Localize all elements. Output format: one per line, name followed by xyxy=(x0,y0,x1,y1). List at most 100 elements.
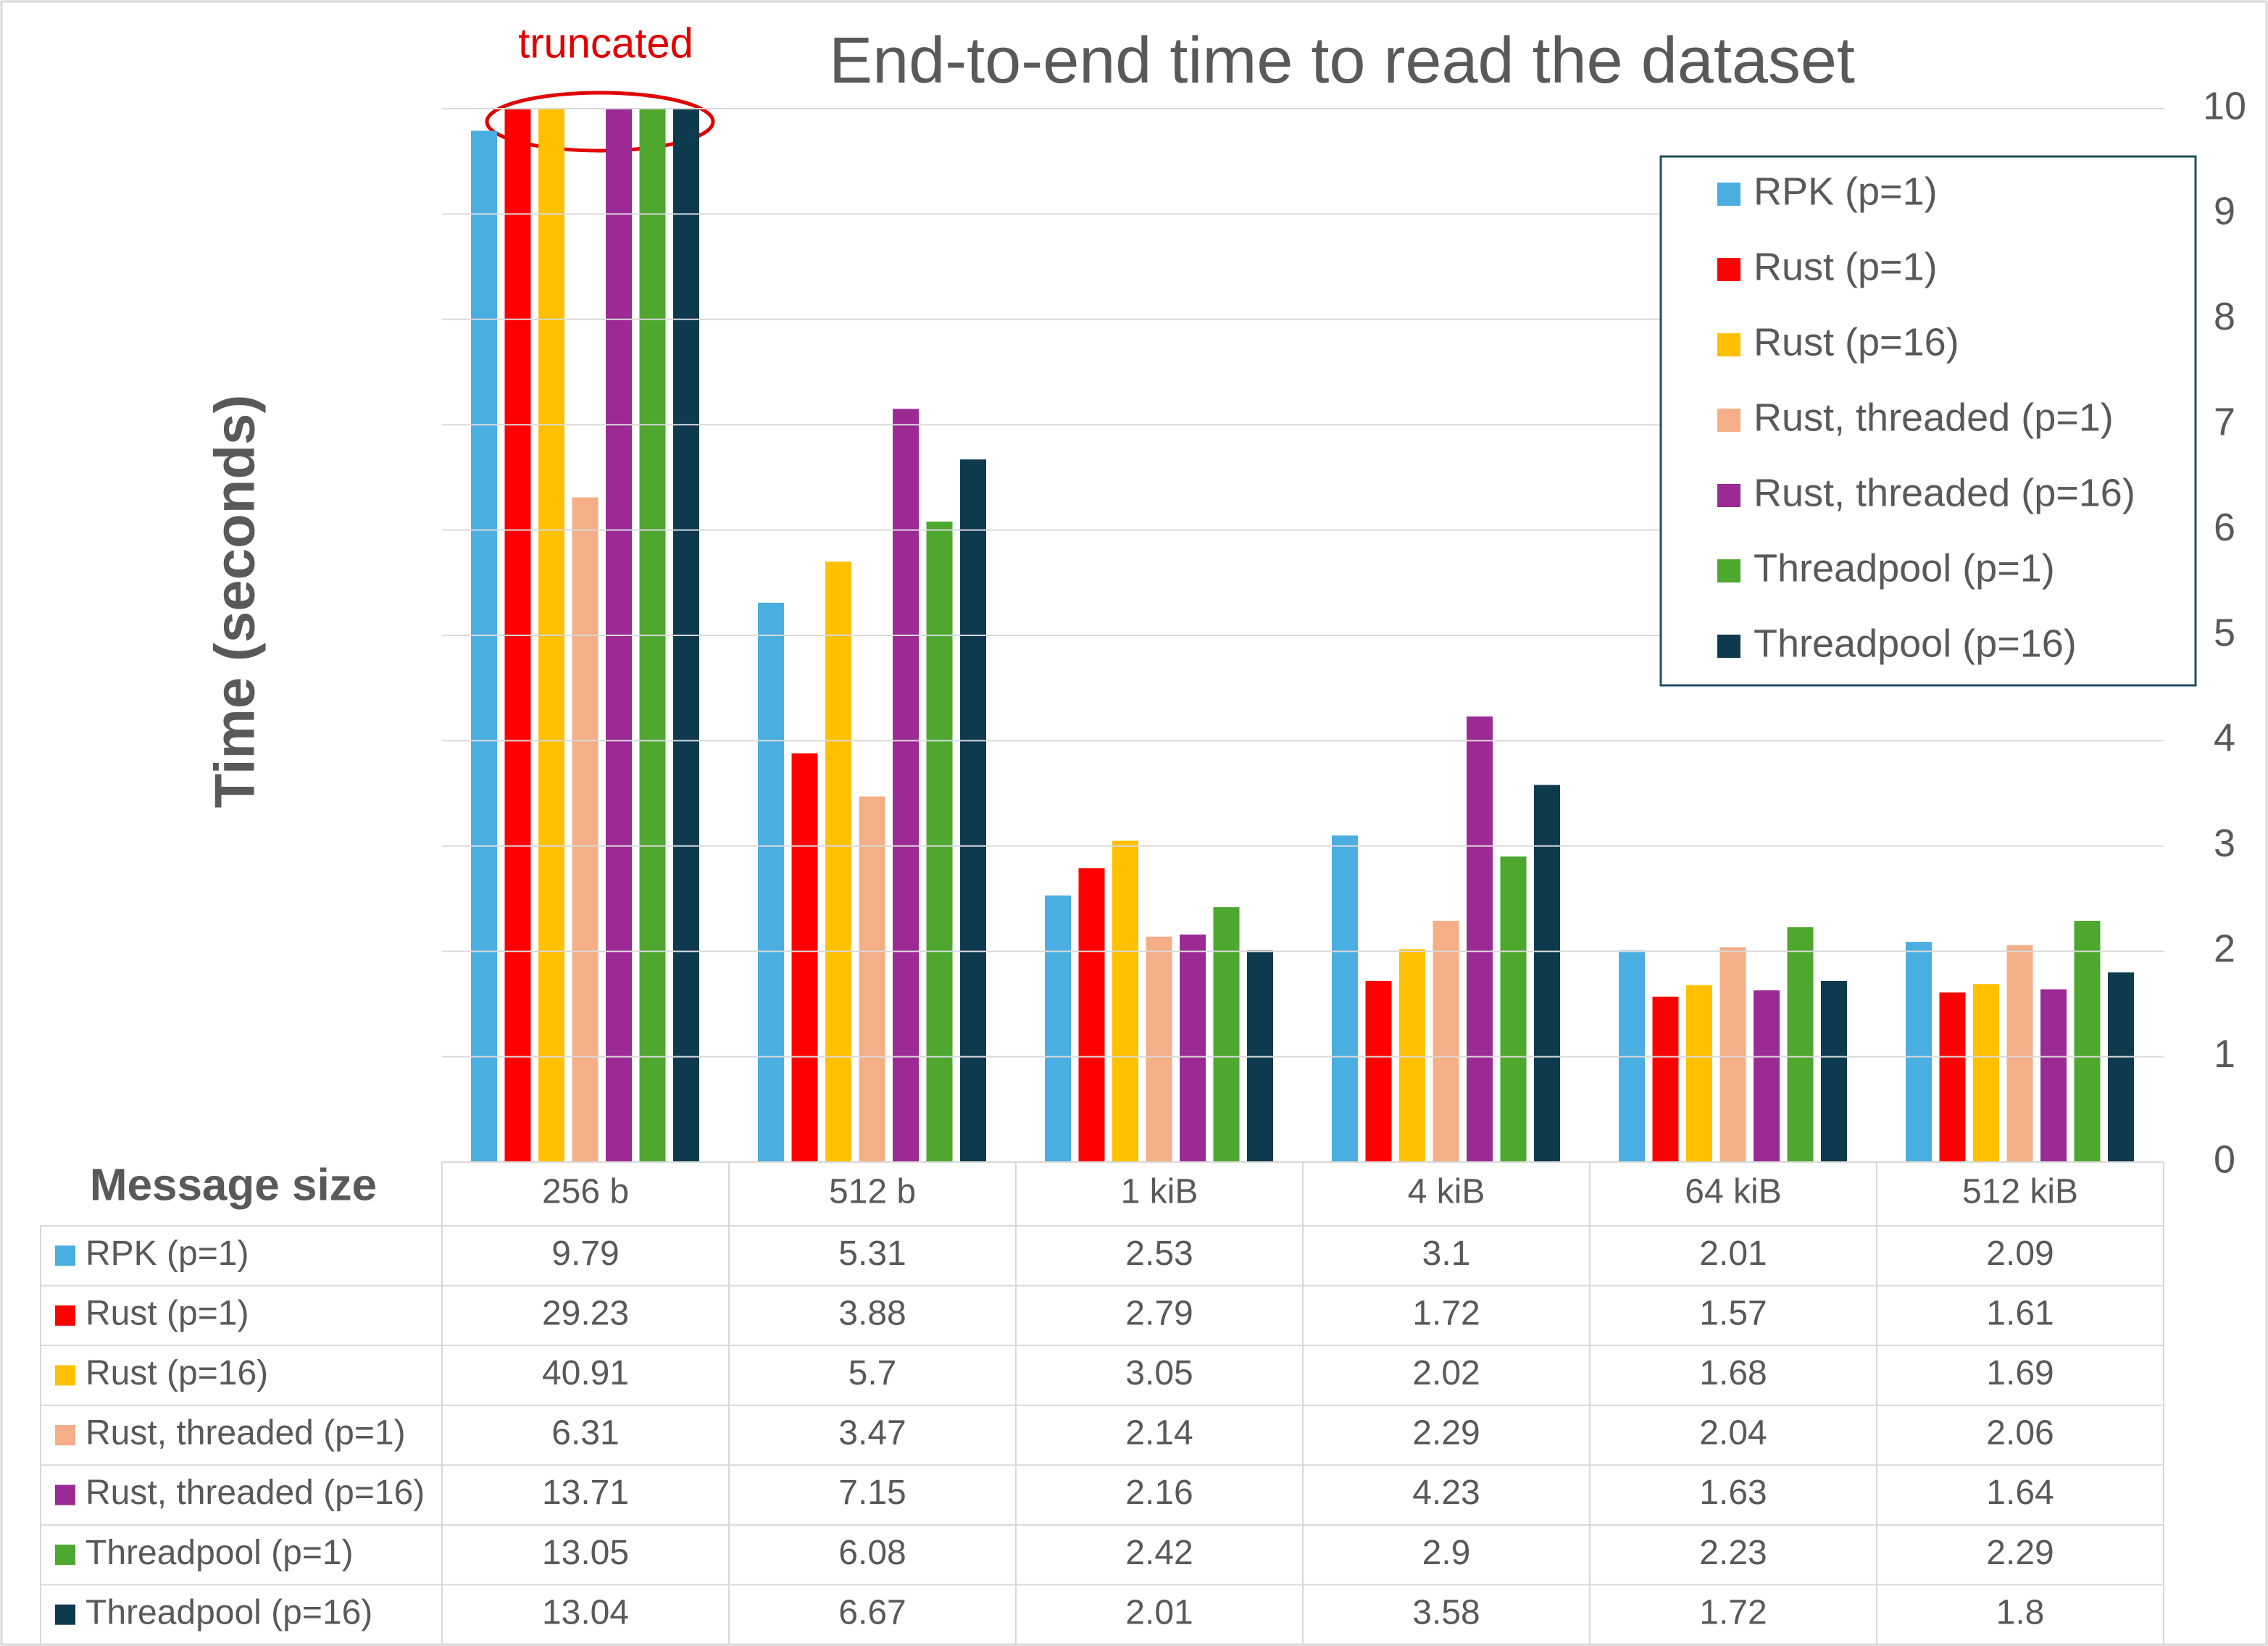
y-tick-label: 0 xyxy=(2214,1137,2235,1181)
table-cell: 1.63 xyxy=(1699,1474,1767,1512)
table-cell: 6.67 xyxy=(838,1593,906,1632)
bar xyxy=(758,602,784,1162)
table-row-label: Threadpool (p=1) xyxy=(86,1534,354,1572)
table-cell: 1.68 xyxy=(1699,1354,1767,1392)
bar xyxy=(606,109,632,1162)
table-cell: 3.05 xyxy=(1125,1354,1193,1392)
table-swatch xyxy=(55,1604,75,1625)
bar xyxy=(538,109,564,1162)
x-tick-label: 512 b xyxy=(829,1173,916,1211)
chart-title: End-to-end time to read the dataset xyxy=(829,25,1855,97)
bar xyxy=(1500,856,1527,1162)
table-swatch xyxy=(55,1365,75,1386)
table-row-label: Rust, threaded (p=1) xyxy=(86,1414,406,1453)
bar xyxy=(1787,927,1814,1162)
legend-box xyxy=(1659,155,2197,687)
x-tick-label: 4 kiB xyxy=(1408,1173,1485,1211)
legend-swatch xyxy=(1717,409,1740,432)
bar xyxy=(504,109,531,1162)
table-cell: 3.1 xyxy=(1422,1234,1471,1273)
bar xyxy=(1399,949,1425,1162)
bar xyxy=(825,561,851,1162)
x-tick-label: 256 b xyxy=(542,1173,629,1211)
table-row-label: Rust (p=1) xyxy=(86,1295,249,1333)
legend-label: Threadpool (p=16) xyxy=(1754,622,2077,665)
y-tick-label: 4 xyxy=(2214,717,2235,760)
table-swatch xyxy=(55,1484,75,1505)
y-tick-label: 1 xyxy=(2214,1032,2235,1076)
legend-label: Threadpool (p=1) xyxy=(1754,546,2055,590)
table-cell: 2.01 xyxy=(1699,1234,1767,1273)
table-cell: 1.64 xyxy=(1986,1474,2054,1512)
y-tick-label: 9 xyxy=(2214,190,2235,233)
table-cell: 13.05 xyxy=(542,1534,629,1572)
table-cell: 2.23 xyxy=(1699,1534,1767,1572)
table-cell: 2.02 xyxy=(1412,1354,1480,1392)
bar xyxy=(1433,921,1459,1162)
legend-swatch xyxy=(1717,635,1740,658)
y-tick-label: 10 xyxy=(2203,84,2246,128)
table-cell: 3.47 xyxy=(838,1414,906,1453)
bar xyxy=(926,521,953,1162)
bar xyxy=(1467,716,1493,1162)
table-cell: 5.31 xyxy=(838,1234,906,1273)
y-tick-label: 7 xyxy=(2214,400,2235,443)
bar xyxy=(1719,947,1746,1162)
y-tick-label: 5 xyxy=(2214,611,2235,654)
table-row-label: Rust, threaded (p=16) xyxy=(86,1474,425,1512)
table-cell: 2.01 xyxy=(1125,1593,1193,1632)
x-tick-label: 64 kiB xyxy=(1685,1173,1781,1211)
table-cell: 2.14 xyxy=(1125,1414,1193,1453)
table-cell: 1.72 xyxy=(1699,1593,1767,1632)
bar xyxy=(2006,945,2033,1162)
bars xyxy=(471,109,2134,1162)
table-swatch xyxy=(55,1305,75,1326)
table-row-label: Threadpool (p=16) xyxy=(86,1593,372,1632)
table-cell: 2.53 xyxy=(1125,1234,1193,1273)
table-cell: 1.57 xyxy=(1699,1295,1767,1333)
bar xyxy=(1534,785,1560,1162)
table-cell: 13.71 xyxy=(542,1474,629,1512)
table-cell: 2.79 xyxy=(1125,1295,1193,1333)
bar xyxy=(1045,895,1071,1162)
table-cell: 29.23 xyxy=(542,1295,629,1333)
legend-swatch xyxy=(1717,484,1740,507)
table-cell: 9.79 xyxy=(551,1234,619,1273)
table-cell: 2.42 xyxy=(1125,1534,1193,1572)
bar xyxy=(1973,984,1999,1162)
table-cell: 2.16 xyxy=(1125,1474,1193,1512)
table-cell: 1.72 xyxy=(1412,1295,1480,1333)
table-cell: 2.29 xyxy=(1986,1534,2054,1572)
legend-label: Rust (p=1) xyxy=(1754,245,1938,288)
bar xyxy=(2108,972,2134,1162)
bar xyxy=(1939,992,1966,1162)
legend-swatch xyxy=(1717,559,1740,582)
bar xyxy=(639,109,666,1162)
legend-label: RPK (p=1) xyxy=(1754,170,1938,213)
annotation: truncated xyxy=(518,20,693,67)
table-cell: 2.9 xyxy=(1422,1534,1471,1572)
table-cell: 6.08 xyxy=(838,1534,906,1572)
bar xyxy=(1180,934,1206,1162)
bar xyxy=(572,497,599,1162)
x-tick-label: 1 kiB xyxy=(1121,1173,1198,1211)
table-swatch xyxy=(55,1245,75,1266)
bar xyxy=(1906,942,1932,1162)
y-tick-label: 8 xyxy=(2214,295,2235,338)
table-cell: 4.23 xyxy=(1412,1474,1480,1512)
table-cell: 13.04 xyxy=(542,1593,629,1632)
table-cell: 1.61 xyxy=(1986,1295,2054,1333)
table-cell: 2.06 xyxy=(1986,1414,2054,1453)
table-cell: 40.91 xyxy=(542,1354,629,1392)
table-cell: 5.7 xyxy=(849,1354,897,1392)
annotation-ellipse xyxy=(485,91,715,153)
legend-swatch xyxy=(1717,333,1740,356)
bar xyxy=(791,753,818,1162)
table-swatch xyxy=(55,1425,75,1445)
table-cell: 1.8 xyxy=(1996,1593,2045,1632)
table-cell: 2.29 xyxy=(1412,1414,1480,1453)
y-tick-label: 6 xyxy=(2214,506,2235,549)
bar xyxy=(2040,989,2067,1162)
